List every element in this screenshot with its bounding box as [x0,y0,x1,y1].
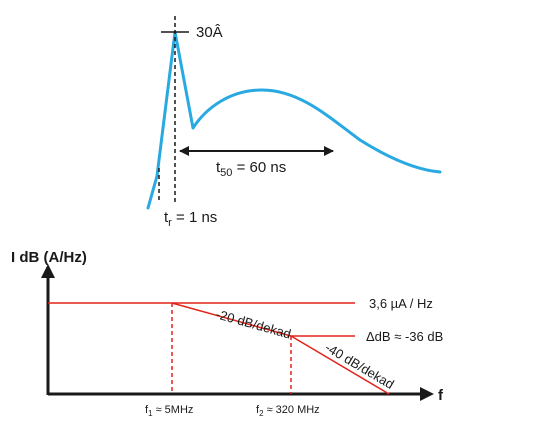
x-axis-label: f [438,387,444,404]
slope-segment-2 [290,335,390,395]
pulse-curve [146,30,442,210]
slope1-label: -20 dB/dekad [214,306,293,341]
y-axis-label: I dB (A/Hz) [11,249,87,266]
level-label: 3,6 µA / Hz [369,296,433,311]
t50-label: t50 = 60 ns [216,159,286,179]
delta-label: ΔdB ≈ -36 dB [366,329,443,344]
slope-segment-1 [171,302,292,337]
y-axis-arrowhead [41,264,55,278]
x-axis-arrowhead [420,387,434,401]
spectrum-diagram: I dB (A/Hz) f 3,6 µA / Hz ΔdB ≈ -36 dB -… [11,249,444,418]
pulse-diagram: 30Â t50 = 60 ns tr = 1 ns [146,16,442,229]
tr-label: tr = 1 ns [164,209,217,229]
peak-label: 30Â [196,24,223,41]
f1-label: f1 ≈ 5MHz [145,404,193,418]
slope2-label: -40 dB/dekad [322,340,396,392]
f2-label: f2 ≈ 320 MHz [256,404,320,418]
